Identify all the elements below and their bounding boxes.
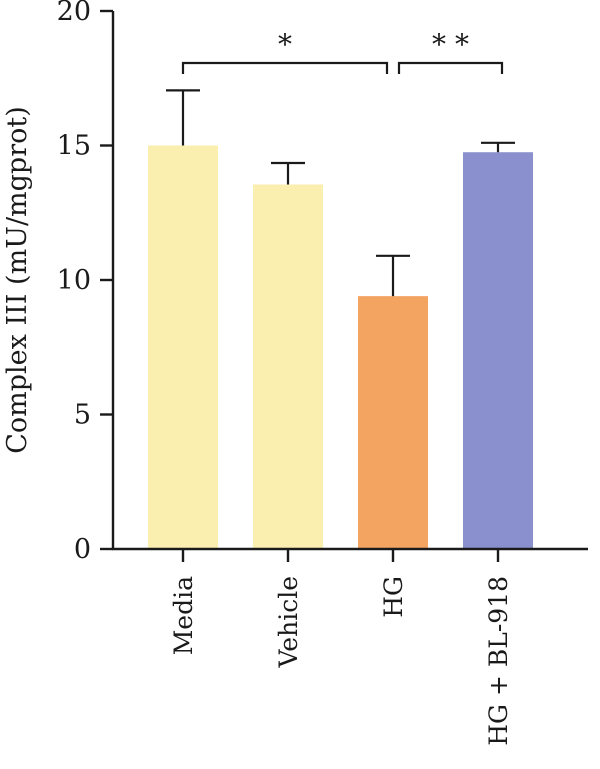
significance-bracket [397,61,504,74]
y-tick-label: 0 [74,534,91,565]
significance-label: * * [432,28,469,61]
y-tick-label: 15 [57,131,91,162]
x-tick-label: HG [379,576,408,618]
y-tick-label: 5 [74,400,91,431]
significance-bracket [181,61,389,74]
x-tick-label: Vehicle [274,576,303,668]
bar-vehicle [253,184,323,549]
bar-hg-bl-918 [463,152,533,549]
y-tick-label: 20 [57,0,91,27]
plot-area: 0 5 10 15 20 Media Vehicle HG HG + BL-918 * * * [57,0,588,746]
bar-hg [358,296,428,549]
bar-media [148,145,218,549]
y-tick-label: 10 [57,265,91,296]
significance-label: * [278,28,292,61]
x-tick-label: Media [169,576,198,655]
y-axis-label: Complex III (mU/mgprot) [2,106,33,454]
x-tick-label: HG + BL-918 [484,576,513,746]
